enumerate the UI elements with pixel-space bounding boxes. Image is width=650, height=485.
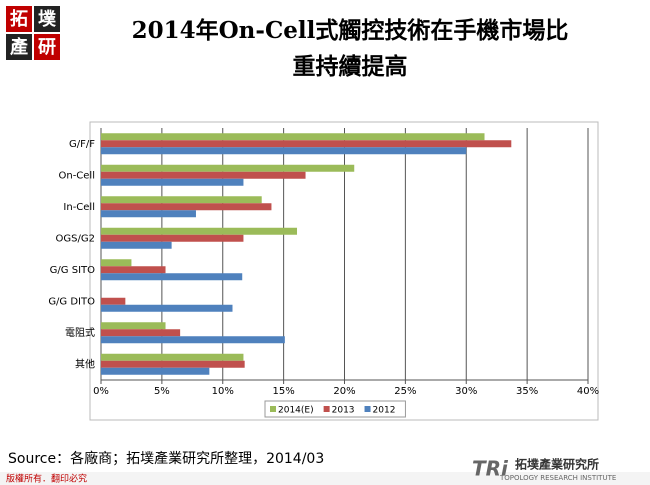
y-tick-label: 其他 (75, 357, 95, 370)
bar (101, 304, 233, 312)
legend-box (264, 400, 406, 418)
bar (101, 297, 126, 305)
x-tick-label: 25% (394, 386, 416, 397)
legend-swatch (270, 406, 276, 412)
footer-logo: 拓墣產業研究所 (515, 457, 599, 472)
legend-label: 2014(E) (278, 406, 314, 416)
bar (101, 241, 172, 249)
copyright: 版權所有．翻印必究 (6, 473, 87, 485)
footer-bar (0, 472, 650, 485)
footer-logo-en: TOPOLOGY RESEARCH INSTITUTE (499, 474, 616, 482)
legend-swatch (323, 406, 330, 412)
footer-mark: TRi (472, 457, 509, 481)
bar (101, 259, 132, 267)
logo-block (34, 6, 60, 32)
bar (101, 171, 306, 179)
legend-label: 2012 (373, 406, 396, 416)
logo-char: 研 (38, 37, 56, 58)
source-note: Source：各廠商；拓墣產業研究所整理，2014/03 (8, 450, 324, 467)
logo-block (6, 34, 32, 60)
logo-block (6, 6, 32, 32)
bar (101, 210, 196, 218)
x-tick-label: 10% (212, 386, 234, 397)
bar (101, 140, 512, 148)
bar (101, 353, 244, 361)
y-tick-label: G/G SITO (50, 265, 95, 276)
legend-label: 2013 (332, 406, 355, 416)
x-tick-label: 20% (333, 386, 355, 397)
logo-block (34, 34, 60, 60)
y-tick-label: G/F/F (69, 139, 95, 150)
y-tick-label: On-Cell (58, 170, 95, 181)
logo-char: 產 (10, 36, 28, 58)
x-tick-label: 35% (516, 386, 538, 397)
chart-title: 重持續提高 (293, 53, 408, 80)
bar (101, 336, 285, 344)
bar (101, 367, 210, 375)
x-tick-label: 15% (273, 386, 295, 397)
bar (101, 266, 166, 274)
bar (101, 196, 262, 204)
y-tick-label: 電阻式 (65, 326, 95, 339)
logo-char: 拓 (10, 8, 28, 30)
chart-frame (89, 121, 599, 421)
y-tick-label: OGS/G2 (56, 233, 95, 244)
x-tick-label: 40% (577, 386, 599, 397)
bar (101, 133, 485, 141)
logo-char: 墣 (38, 9, 56, 30)
legend-swatch (364, 406, 371, 412)
bar (101, 147, 467, 155)
x-tick-label: 30% (455, 386, 477, 397)
x-tick-label: 0% (93, 386, 109, 397)
y-tick-label: G/G DITO (48, 296, 95, 307)
x-tick-label: 5% (154, 386, 170, 397)
bar (101, 360, 245, 368)
bar (101, 203, 272, 211)
bar (101, 178, 244, 186)
bar (101, 234, 244, 242)
y-tick-label: In-Cell (63, 202, 95, 213)
bar (101, 273, 243, 281)
bar (101, 164, 355, 172)
bar (101, 227, 298, 235)
bar (101, 322, 166, 330)
bar (101, 329, 181, 337)
chart-title: 2014年On-Cell式觸控技術在手機市場比 (132, 17, 569, 44)
